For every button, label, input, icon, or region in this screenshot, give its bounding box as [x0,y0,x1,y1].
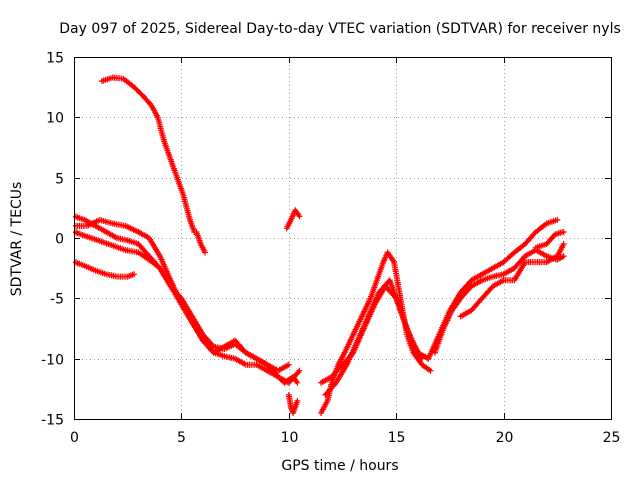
y-axis-label: SDTVAR / TECUs [9,182,25,297]
series-track-13 [431,247,567,356]
series-track-3 [73,259,138,280]
series-track-2 [193,229,208,256]
x-tick-label: 5 [177,430,186,446]
y-tick-label: 0 [55,232,64,248]
series-track-7 [285,391,301,416]
series-track-4 [73,213,303,386]
y-tick-label: 5 [55,172,64,188]
data-points [73,74,567,416]
chart-title: Day 097 of 2025, Sidereal Day-to-day VTE… [59,21,621,37]
data-marker [73,216,292,374]
series-track-5 [73,216,292,374]
series-track-9 [318,249,434,416]
y-tick-label: -15 [41,413,64,429]
data-marker [457,241,567,320]
data-marker [532,229,567,251]
series-track-11 [322,277,425,398]
data-marker [98,74,198,235]
series-track-14 [457,241,567,320]
x-axis-label: GPS time / hours [281,458,398,474]
data-marker [73,259,138,280]
data-marker [73,229,301,386]
data-marker [193,229,208,256]
y-tick-label: 15 [46,51,64,67]
x-tick-label: 20 [496,430,514,446]
data-marker [318,249,434,416]
y-tick-label: 10 [46,111,64,127]
x-tick-label: 15 [388,430,406,446]
grid-lines [74,57,611,419]
data-marker [285,391,301,416]
y-tick-label: -10 [41,353,64,369]
axes: 0 5 10 15 20 25 -15 -10 -5 0 5 10 15 [41,51,620,447]
data-marker [283,207,303,232]
series-track-1 [98,74,198,235]
series-track-6 [73,229,301,386]
data-marker [73,213,303,386]
series-track-15 [532,229,567,251]
data-marker [322,277,425,398]
x-tick-label: 25 [603,430,621,446]
series-track-8 [283,207,303,232]
x-tick-label: 0 [70,430,79,446]
data-marker [431,247,567,356]
y-tick-label: -5 [50,292,64,308]
x-tick-label: 10 [281,430,299,446]
